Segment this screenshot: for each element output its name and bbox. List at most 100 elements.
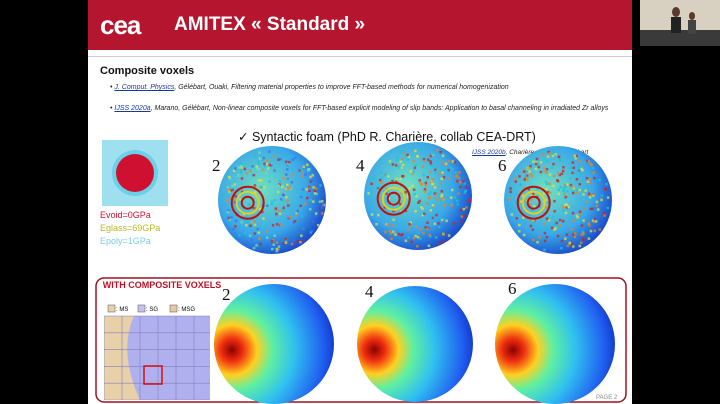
texture bbox=[544, 180, 548, 184]
legend-entry: : SG bbox=[146, 307, 158, 313]
texture bbox=[429, 160, 432, 163]
texture bbox=[313, 192, 317, 195]
texture bbox=[285, 199, 289, 202]
texture bbox=[572, 245, 575, 248]
texture bbox=[518, 183, 521, 187]
figure-label: 2 bbox=[212, 156, 221, 175]
texture bbox=[595, 200, 599, 204]
texture bbox=[606, 206, 610, 210]
texture bbox=[305, 196, 309, 200]
texture bbox=[290, 181, 294, 184]
texture bbox=[316, 223, 320, 227]
texture bbox=[282, 242, 286, 245]
texture bbox=[430, 164, 433, 167]
texture bbox=[277, 248, 280, 251]
texture bbox=[414, 163, 417, 167]
texture bbox=[387, 197, 391, 200]
texture bbox=[557, 155, 561, 159]
texture bbox=[560, 246, 563, 250]
texture bbox=[234, 219, 238, 223]
texture bbox=[413, 193, 417, 196]
texture bbox=[454, 171, 458, 174]
texture bbox=[549, 191, 552, 195]
texture bbox=[285, 196, 288, 199]
texture bbox=[404, 190, 407, 194]
materials: Evoid=0GPa Eglass=69GPa Epoly=1GPa bbox=[100, 209, 160, 248]
texture bbox=[256, 167, 259, 171]
texture bbox=[591, 166, 595, 170]
texture bbox=[581, 230, 585, 233]
texture bbox=[314, 214, 317, 217]
texture bbox=[510, 213, 514, 216]
texture bbox=[418, 179, 421, 182]
texture bbox=[414, 234, 417, 238]
texture bbox=[547, 150, 550, 154]
texture bbox=[419, 202, 422, 205]
texture bbox=[419, 149, 423, 153]
texture bbox=[451, 188, 454, 192]
texture bbox=[568, 176, 572, 180]
texture bbox=[404, 239, 408, 242]
texture bbox=[518, 229, 521, 233]
texture bbox=[450, 204, 453, 207]
texture bbox=[429, 209, 433, 212]
texture bbox=[558, 218, 562, 222]
texture bbox=[257, 162, 261, 166]
slide-title: AMITEX « Standard » bbox=[174, 14, 366, 35]
texture bbox=[227, 188, 230, 191]
texture bbox=[257, 231, 261, 234]
texture bbox=[287, 160, 291, 164]
texture bbox=[284, 241, 288, 244]
texture bbox=[404, 209, 408, 213]
texture bbox=[552, 162, 555, 166]
figure-label: 4 bbox=[356, 156, 365, 175]
texture bbox=[313, 189, 317, 193]
texture bbox=[551, 154, 555, 158]
texture bbox=[391, 163, 395, 166]
figure-label: 4 bbox=[365, 282, 374, 301]
texture bbox=[564, 185, 567, 188]
composite-diagram: : MS : SG : MSG bbox=[104, 304, 210, 400]
texture bbox=[434, 236, 438, 239]
texture bbox=[273, 154, 276, 158]
texture bbox=[309, 231, 313, 234]
texture bbox=[294, 156, 297, 160]
texture bbox=[590, 163, 593, 167]
texture bbox=[578, 212, 582, 216]
texture bbox=[429, 216, 433, 219]
texture bbox=[417, 231, 420, 235]
texture bbox=[389, 232, 393, 235]
texture bbox=[300, 215, 304, 218]
texture bbox=[231, 188, 234, 192]
texture bbox=[575, 214, 579, 217]
texture bbox=[530, 175, 534, 178]
texture bbox=[398, 202, 402, 206]
texture bbox=[587, 222, 590, 225]
texture bbox=[422, 232, 425, 235]
texture bbox=[396, 158, 399, 161]
video-thumbnail bbox=[640, 0, 720, 46]
texture bbox=[227, 216, 230, 220]
texture bbox=[243, 219, 247, 223]
texture bbox=[598, 178, 601, 182]
texture bbox=[409, 224, 412, 228]
texture bbox=[260, 158, 264, 162]
texture bbox=[428, 170, 432, 174]
texture bbox=[426, 202, 430, 205]
texture bbox=[257, 168, 261, 171]
texture bbox=[262, 217, 265, 220]
texture bbox=[412, 188, 416, 192]
texture bbox=[548, 152, 552, 155]
texture bbox=[543, 222, 546, 226]
texture bbox=[434, 193, 438, 197]
texture bbox=[270, 203, 274, 206]
texture bbox=[408, 222, 411, 226]
ring bbox=[521, 190, 546, 215]
texture bbox=[530, 198, 534, 201]
texture bbox=[311, 174, 315, 177]
texture bbox=[522, 186, 526, 190]
texture bbox=[551, 223, 555, 227]
texture bbox=[286, 156, 290, 159]
texture bbox=[276, 190, 280, 194]
texture bbox=[578, 244, 582, 248]
